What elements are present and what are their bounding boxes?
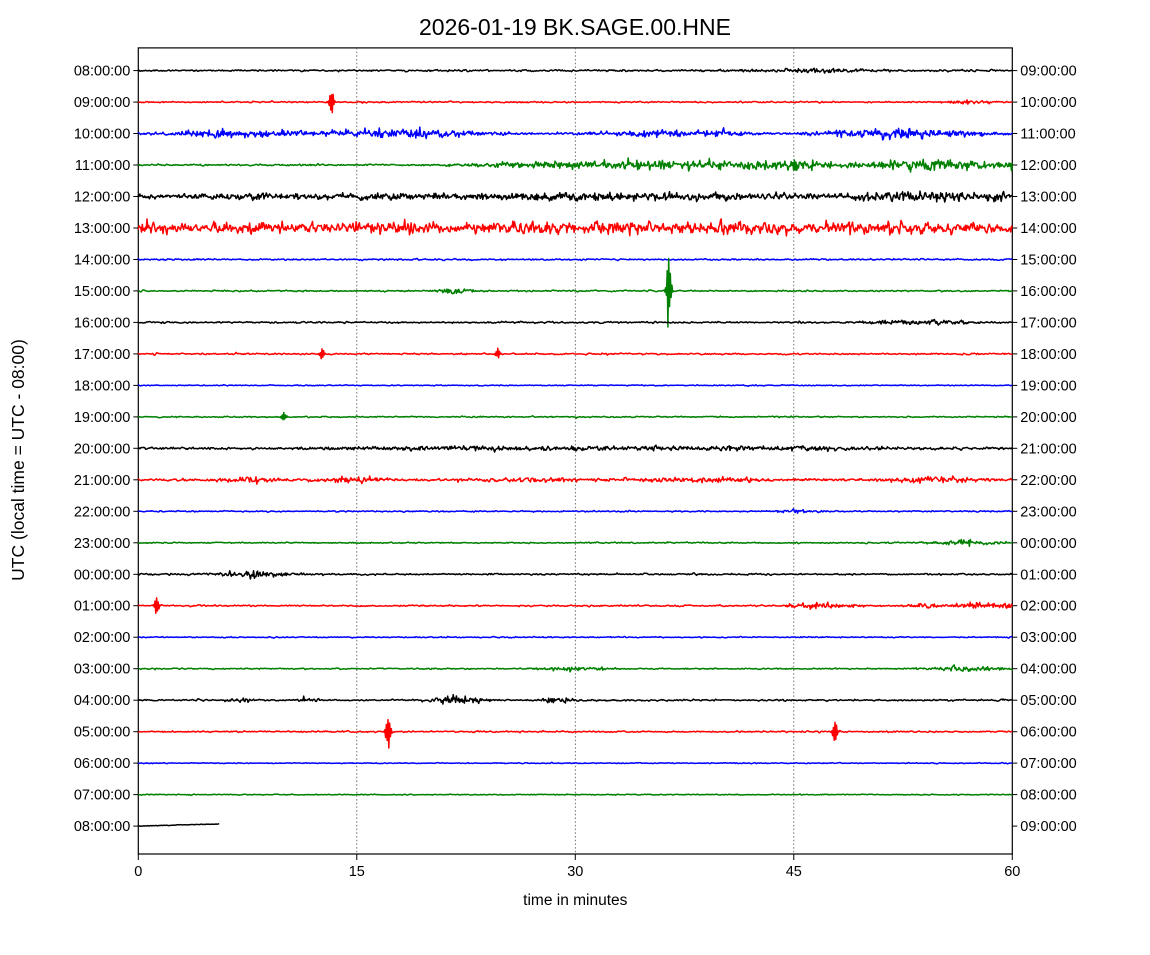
svg-text:12:00:00: 12:00:00	[74, 190, 130, 206]
svg-text:05:00:00: 05:00:00	[1020, 693, 1076, 709]
svg-text:13:00:00: 13:00:00	[1020, 190, 1076, 206]
svg-text:23:00:00: 23:00:00	[1020, 504, 1076, 520]
svg-text:05:00:00: 05:00:00	[74, 725, 130, 741]
svg-text:0: 0	[134, 864, 142, 880]
svg-text:30: 30	[567, 864, 583, 880]
svg-text:time in minutes: time in minutes	[523, 892, 627, 909]
svg-text:06:00:00: 06:00:00	[74, 756, 130, 772]
svg-text:UTC (local time = UTC - 08:00): UTC (local time = UTC - 08:00)	[8, 339, 28, 581]
svg-text:03:00:00: 03:00:00	[1020, 630, 1076, 646]
svg-text:00:00:00: 00:00:00	[1020, 536, 1076, 552]
svg-text:18:00:00: 18:00:00	[1020, 347, 1076, 363]
svg-text:09:00:00: 09:00:00	[1020, 819, 1076, 835]
svg-text:19:00:00: 19:00:00	[1020, 378, 1076, 394]
svg-text:15:00:00: 15:00:00	[74, 284, 130, 300]
svg-text:16:00:00: 16:00:00	[1020, 284, 1076, 300]
svg-text:22:00:00: 22:00:00	[74, 504, 130, 520]
svg-text:21:00:00: 21:00:00	[74, 473, 130, 489]
svg-text:16:00:00: 16:00:00	[74, 315, 130, 331]
svg-text:12:00:00: 12:00:00	[1020, 158, 1076, 174]
svg-text:45: 45	[786, 864, 802, 880]
svg-text:00:00:00: 00:00:00	[74, 567, 130, 583]
svg-text:08:00:00: 08:00:00	[1020, 788, 1076, 804]
svg-text:20:00:00: 20:00:00	[74, 441, 130, 457]
svg-text:10:00:00: 10:00:00	[74, 127, 130, 143]
svg-text:03:00:00: 03:00:00	[74, 662, 130, 678]
svg-text:06:00:00: 06:00:00	[1020, 725, 1076, 741]
svg-text:14:00:00: 14:00:00	[1020, 221, 1076, 237]
svg-text:15: 15	[349, 864, 365, 880]
svg-text:21:00:00: 21:00:00	[1020, 441, 1076, 457]
svg-text:02:00:00: 02:00:00	[74, 630, 130, 646]
svg-text:01:00:00: 01:00:00	[1020, 567, 1076, 583]
svg-text:17:00:00: 17:00:00	[74, 347, 130, 363]
svg-text:10:00:00: 10:00:00	[1020, 95, 1076, 111]
svg-text:14:00:00: 14:00:00	[74, 253, 130, 269]
svg-text:15:00:00: 15:00:00	[1020, 253, 1076, 269]
svg-text:22:00:00: 22:00:00	[1020, 473, 1076, 489]
svg-text:09:00:00: 09:00:00	[74, 95, 130, 111]
svg-text:07:00:00: 07:00:00	[74, 788, 130, 804]
svg-text:11:00:00: 11:00:00	[1020, 127, 1075, 143]
svg-text:60: 60	[1004, 864, 1020, 880]
svg-text:13:00:00: 13:00:00	[74, 221, 130, 237]
svg-text:02:00:00: 02:00:00	[1020, 599, 1076, 615]
svg-text:04:00:00: 04:00:00	[74, 693, 130, 709]
svg-text:18:00:00: 18:00:00	[74, 378, 130, 394]
svg-text:09:00:00: 09:00:00	[1020, 64, 1076, 80]
svg-text:17:00:00: 17:00:00	[1020, 315, 1076, 331]
svg-text:19:00:00: 19:00:00	[74, 410, 130, 426]
svg-text:04:00:00: 04:00:00	[1020, 662, 1076, 678]
svg-text:23:00:00: 23:00:00	[74, 536, 130, 552]
svg-text:20:00:00: 20:00:00	[1020, 410, 1076, 426]
svg-text:11:00:00: 11:00:00	[75, 158, 130, 174]
svg-text:07:00:00: 07:00:00	[1020, 756, 1076, 772]
svg-text:01:00:00: 01:00:00	[74, 599, 130, 615]
svg-text:08:00:00: 08:00:00	[74, 64, 130, 80]
svg-text:08:00:00: 08:00:00	[74, 819, 130, 835]
